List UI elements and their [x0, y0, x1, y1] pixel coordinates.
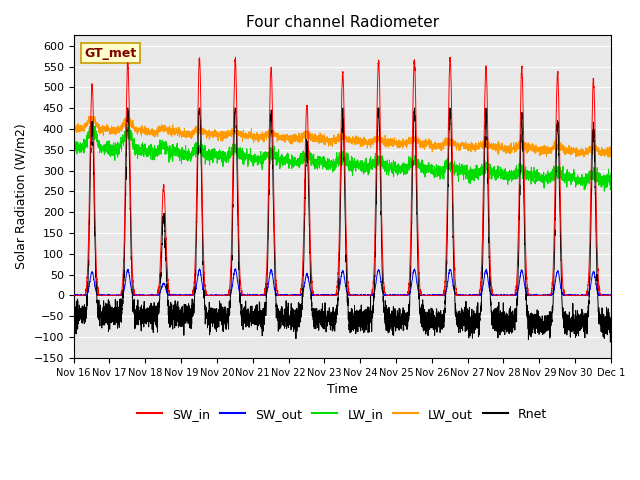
- SW_in: [607, 292, 614, 298]
- LW_out: [433, 141, 441, 147]
- LW_out: [607, 148, 614, 154]
- SW_in: [433, 292, 441, 298]
- Line: SW_in: SW_in: [74, 57, 611, 295]
- Rnet: [166, 304, 174, 310]
- Line: Rnet: Rnet: [74, 108, 611, 342]
- Rnet: [607, 315, 614, 321]
- LW_out: [323, 138, 330, 144]
- SW_out: [463, 292, 470, 298]
- LW_in: [493, 170, 501, 176]
- LW_in: [323, 160, 330, 166]
- LW_in: [70, 143, 77, 148]
- Rnet: [463, 323, 470, 328]
- Line: SW_out: SW_out: [74, 269, 611, 295]
- SW_in: [166, 291, 174, 297]
- SW_out: [166, 292, 174, 298]
- LW_out: [604, 155, 612, 160]
- Rnet: [323, 322, 330, 327]
- SW_out: [493, 292, 501, 298]
- Line: LW_out: LW_out: [74, 117, 611, 157]
- LW_in: [87, 120, 95, 125]
- Line: LW_in: LW_in: [74, 122, 611, 191]
- LW_out: [70, 126, 77, 132]
- SW_out: [433, 292, 441, 298]
- Legend: SW_in, SW_out, LW_in, LW_out, Rnet: SW_in, SW_out, LW_in, LW_out, Rnet: [132, 403, 552, 426]
- SW_in: [323, 292, 330, 298]
- LW_in: [166, 146, 174, 152]
- Rnet: [607, 321, 614, 327]
- SW_in: [463, 292, 470, 298]
- SW_in: [232, 54, 239, 60]
- LW_out: [607, 146, 614, 152]
- SW_out: [323, 292, 330, 298]
- SW_in: [493, 292, 501, 298]
- LW_in: [600, 188, 608, 194]
- SW_out: [196, 266, 204, 272]
- Rnet: [433, 311, 441, 317]
- LW_out: [463, 145, 470, 151]
- Rnet: [124, 105, 131, 111]
- LW_out: [166, 132, 174, 138]
- Rnet: [70, 311, 77, 316]
- Rnet: [493, 320, 501, 326]
- SW_in: [607, 292, 614, 298]
- Y-axis label: Solar Radiation (W/m2): Solar Radiation (W/m2): [15, 124, 28, 269]
- LW_in: [607, 170, 614, 176]
- X-axis label: Time: Time: [327, 383, 358, 396]
- LW_in: [433, 163, 441, 169]
- SW_out: [607, 292, 614, 298]
- Rnet: [607, 339, 614, 345]
- Text: GT_met: GT_met: [84, 47, 137, 60]
- SW_in: [70, 292, 77, 298]
- SW_out: [607, 292, 614, 298]
- LW_out: [493, 142, 501, 147]
- LW_in: [607, 187, 614, 193]
- LW_out: [85, 114, 93, 120]
- Title: Four channel Radiometer: Four channel Radiometer: [246, 15, 439, 30]
- SW_out: [70, 292, 77, 298]
- LW_in: [463, 172, 470, 178]
